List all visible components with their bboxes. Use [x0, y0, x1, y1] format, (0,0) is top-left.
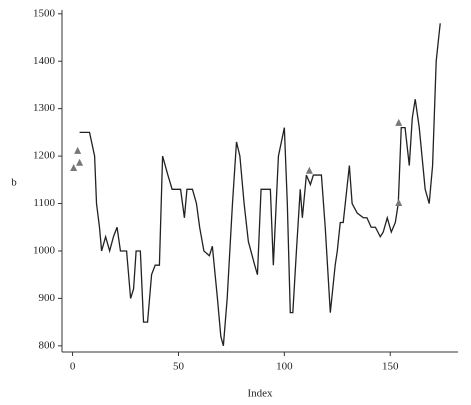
marker	[395, 118, 403, 126]
y-tick-label: 800	[39, 339, 56, 351]
y-tick-label: 1500	[33, 7, 56, 19]
marker	[70, 163, 78, 171]
y-tick-label: 1200	[33, 150, 56, 162]
marker	[74, 146, 82, 154]
x-axis-label: Index	[247, 388, 273, 400]
y-axis-label: b	[11, 177, 17, 189]
y-tick-label: 1000	[33, 244, 56, 256]
x-tick-label: 0	[70, 361, 76, 373]
y-tick-label: 900	[39, 292, 56, 304]
marker	[305, 166, 313, 174]
x-tick-label: 150	[382, 361, 399, 373]
x-tick-label: 50	[173, 361, 185, 373]
y-tick-label: 1100	[33, 197, 55, 209]
y-tick-label: 1300	[33, 102, 56, 114]
marker	[395, 199, 403, 207]
x-tick-label: 100	[276, 361, 293, 373]
marker	[76, 158, 84, 166]
y-tick-label: 1400	[33, 55, 56, 67]
data-line	[79, 23, 441, 347]
